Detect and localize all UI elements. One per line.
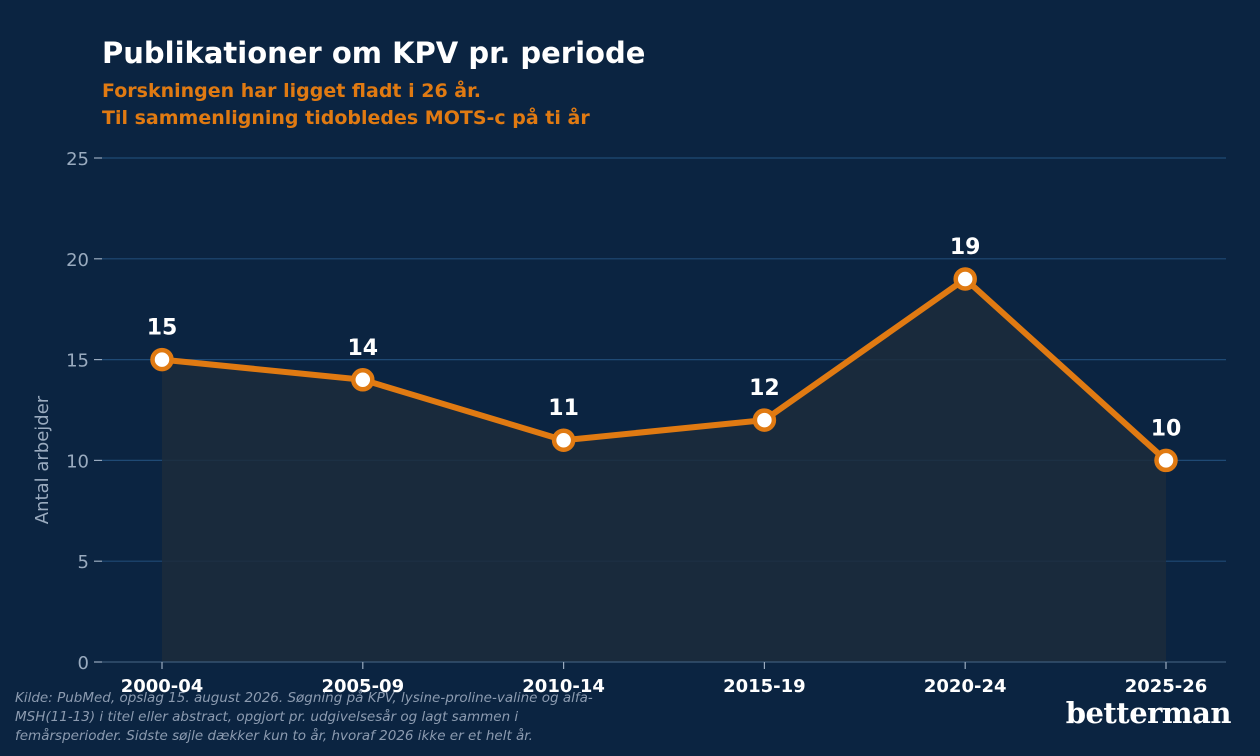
x-tick-label: 2020-24 <box>924 676 1007 697</box>
y-tick-label: 20 <box>66 250 89 271</box>
chart-subtitle-line-1: Forskningen har ligget fladt i 26 år. <box>102 80 481 102</box>
chart-title: Publikationer om KPV pr. periode <box>102 36 646 70</box>
data-point <box>551 428 576 452</box>
axis-layer: 0 5 10 15 20 25 Antal arbejder 2000-04 2005-09 20… <box>32 149 1226 697</box>
data-label: 11 <box>548 396 579 421</box>
x-tick-label: 2025-26 <box>1125 676 1208 697</box>
data-label: 14 <box>347 336 378 361</box>
data-point <box>1154 448 1178 473</box>
series-line <box>159 275 1169 464</box>
data-point <box>150 347 174 372</box>
x-tick-label: 2010-14 <box>522 676 605 697</box>
label-layer: 15 14 11 12 19 10 <box>147 235 1182 441</box>
data-point <box>752 408 777 432</box>
data-label: 15 <box>147 316 178 341</box>
y-tick-label: 5 <box>78 552 89 573</box>
x-tick-label: 2005-09 <box>321 676 404 697</box>
data-point <box>953 267 977 291</box>
y-axis-title: Antal arbejder <box>32 395 53 524</box>
data-label: 10 <box>1151 416 1182 441</box>
brand-logo: betterman <box>1065 696 1232 730</box>
y-tick-label: 10 <box>66 451 89 472</box>
x-tick-label: 2015-19 <box>723 676 806 697</box>
x-tick-label: 2000-04 <box>121 676 204 697</box>
point-layer <box>150 267 1178 473</box>
y-tick-label: 0 <box>78 653 89 674</box>
source-note: Kilde: PubMed, opslag 15. august 2026. S… <box>15 690 593 744</box>
data-label: 19 <box>950 235 981 260</box>
line-layer <box>159 275 1169 464</box>
data-label: 12 <box>749 376 780 401</box>
chart-subtitle-line-2: Til sammenligning tidobledes MOTS-c på t… <box>102 107 590 129</box>
area-layer <box>162 278 1166 662</box>
y-tick-label: 25 <box>66 149 89 170</box>
y-tick-label: 15 <box>66 351 89 372</box>
data-point <box>351 368 375 392</box>
area-fill <box>162 278 1166 662</box>
